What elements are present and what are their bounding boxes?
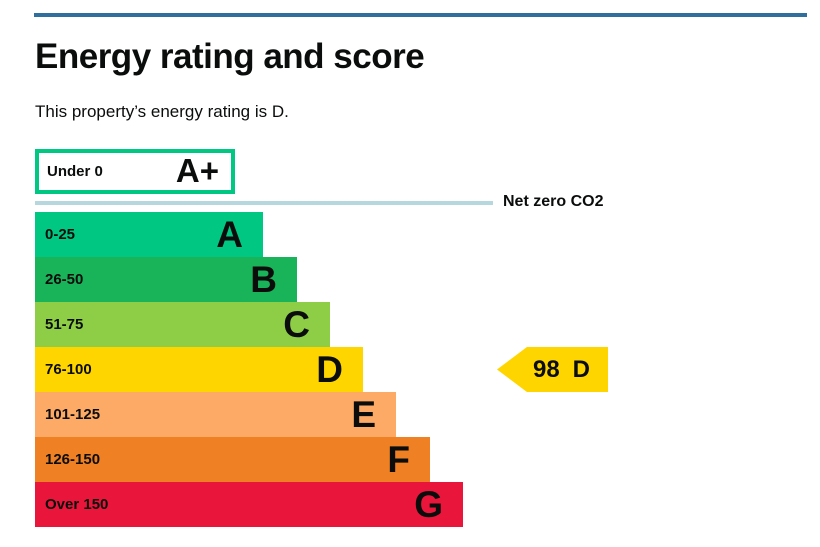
section-divider-rule (34, 13, 807, 17)
band-range-label: 76-100 (45, 361, 92, 378)
band-letter: G (414, 484, 443, 525)
band-row-a: 0-25 A (35, 212, 263, 257)
band-range-label: Over 150 (45, 496, 109, 513)
band-letter: D (316, 349, 343, 390)
band-range-label: 126-150 (45, 451, 101, 468)
current-rating-band: D (572, 355, 591, 383)
current-rating-score: 98 (532, 355, 560, 383)
current-rating-left-arrow-marker: 98 D (497, 347, 608, 392)
band-row-c: 51-75 C (35, 302, 330, 347)
band-row-b: 26-50 B (35, 257, 297, 302)
band-letter: E (351, 394, 376, 435)
band-row-e: 101-125 E (35, 392, 396, 437)
band-range-label: Under 0 (47, 163, 103, 180)
rating-bands: 0-25 A 26-50 B 51-75 C 76-100 D 101-125 … (35, 212, 463, 527)
band-row-f: 126-150 F (35, 437, 430, 482)
band-letter: C (283, 304, 310, 345)
net-zero-line (35, 201, 493, 205)
band-letter: B (250, 259, 277, 300)
band-range-label: 0-25 (45, 226, 76, 243)
band-letter: A (216, 214, 243, 255)
band-row-g: Over 150 G (35, 482, 463, 527)
page-title: Energy rating and score (35, 37, 425, 76)
net-zero-label: Net zero CO2 (503, 193, 604, 210)
band-range-label: 26-50 (45, 271, 84, 288)
band-range-label: 101-125 (45, 406, 101, 423)
band-row-d: 76-100 D (35, 347, 363, 392)
band-range-label: 51-75 (45, 316, 84, 333)
band-letter: F (387, 439, 410, 480)
rating-summary-text: This property’s energy rating is D. (35, 102, 289, 121)
band-row-a-plus: Under 0 A+ (35, 149, 235, 194)
band-letter: A+ (175, 152, 219, 189)
